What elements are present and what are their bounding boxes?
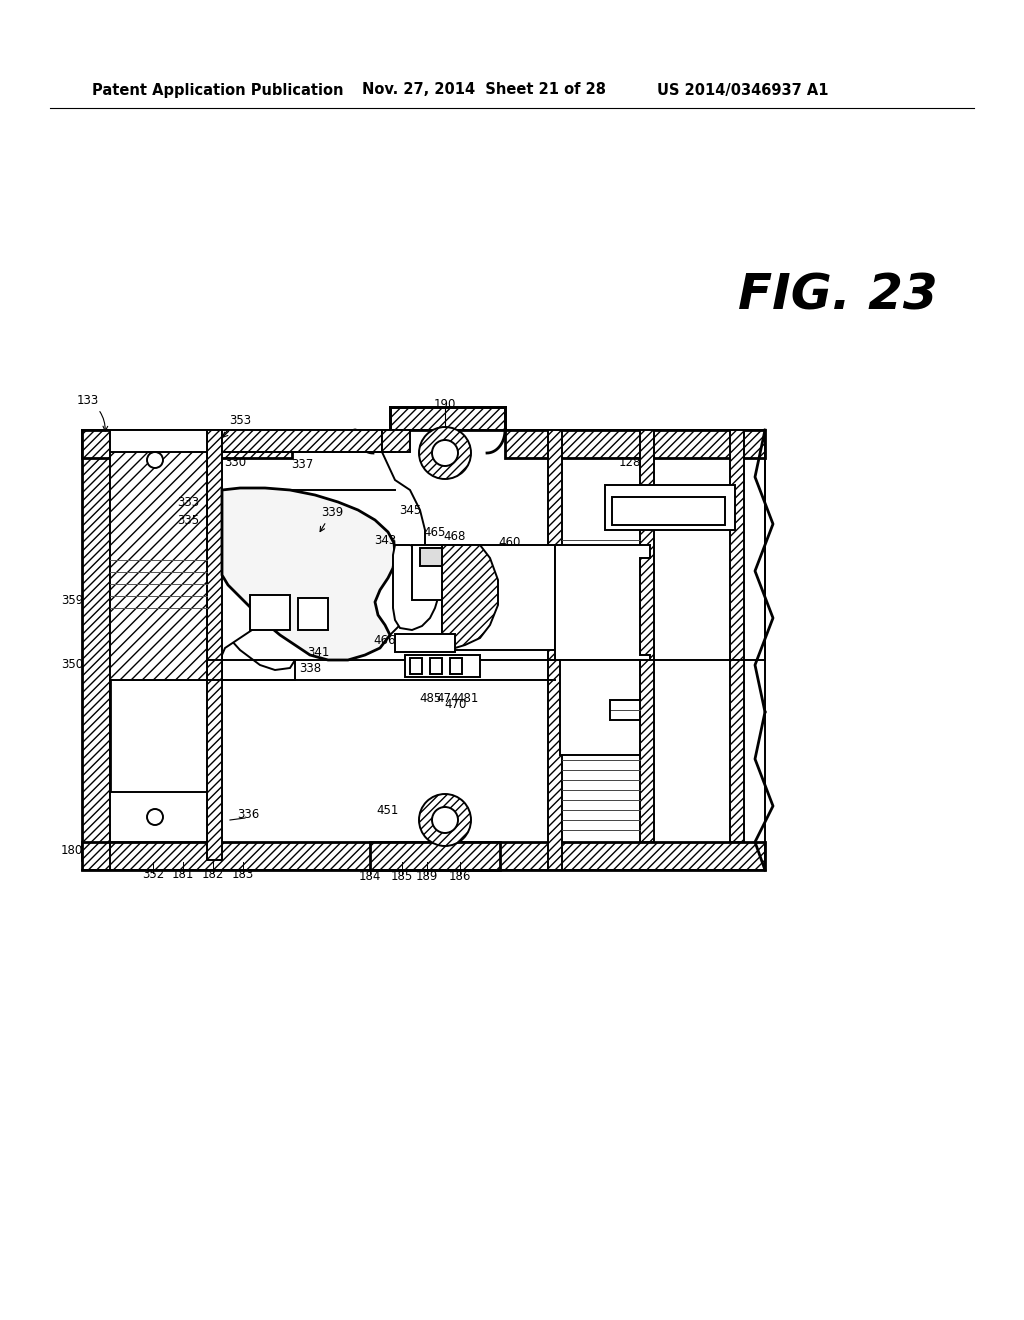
Polygon shape <box>222 488 395 660</box>
Bar <box>82 430 292 458</box>
Bar <box>730 660 744 842</box>
Bar <box>548 430 562 660</box>
Bar <box>250 595 290 630</box>
Polygon shape <box>110 490 295 680</box>
Text: 190: 190 <box>434 399 456 412</box>
Text: 345: 345 <box>399 503 421 516</box>
Text: 481: 481 <box>457 692 479 705</box>
Polygon shape <box>442 545 555 649</box>
Circle shape <box>419 426 471 479</box>
Bar <box>548 660 562 870</box>
Bar <box>395 634 455 652</box>
Bar <box>410 657 422 675</box>
Circle shape <box>432 807 458 833</box>
Text: 338: 338 <box>299 661 322 675</box>
Text: 339: 339 <box>321 506 343 532</box>
Polygon shape <box>555 545 650 660</box>
Text: 466: 466 <box>374 634 396 647</box>
Text: 468: 468 <box>443 531 466 544</box>
Text: 350: 350 <box>61 659 83 672</box>
Polygon shape <box>110 451 207 680</box>
Text: 485: 485 <box>419 692 441 705</box>
Bar <box>430 657 442 675</box>
Bar <box>605 484 735 531</box>
Text: 184: 184 <box>358 870 381 883</box>
Text: 451: 451 <box>377 804 399 817</box>
Text: 353: 353 <box>223 413 251 437</box>
Text: FIG. 23: FIG. 23 <box>738 271 938 319</box>
Bar <box>82 842 765 870</box>
Text: 359: 359 <box>60 594 83 606</box>
Text: 341: 341 <box>307 647 329 660</box>
Bar <box>382 430 410 451</box>
Text: Patent Application Publication: Patent Application Publication <box>92 82 343 98</box>
Bar <box>612 498 725 525</box>
Bar <box>370 842 500 870</box>
Text: 182: 182 <box>202 869 224 882</box>
Bar <box>110 792 207 842</box>
Text: 336: 336 <box>237 808 259 821</box>
Bar <box>640 660 654 842</box>
Circle shape <box>147 809 163 825</box>
Bar <box>505 430 765 458</box>
Text: Nov. 27, 2014  Sheet 21 of 28: Nov. 27, 2014 Sheet 21 of 28 <box>362 82 606 98</box>
Circle shape <box>432 440 458 466</box>
Polygon shape <box>110 451 425 680</box>
Text: 460: 460 <box>499 536 521 549</box>
Circle shape <box>147 451 163 469</box>
Text: 465: 465 <box>424 525 446 539</box>
Bar <box>406 655 480 677</box>
Bar <box>82 430 110 861</box>
Bar <box>640 430 654 660</box>
Text: 333: 333 <box>177 496 199 510</box>
Text: US 2014/0346937 A1: US 2014/0346937 A1 <box>657 82 828 98</box>
Circle shape <box>419 795 471 846</box>
Text: 470: 470 <box>444 698 467 711</box>
Text: 335: 335 <box>177 513 199 527</box>
Polygon shape <box>560 660 640 755</box>
Bar <box>110 430 207 490</box>
Polygon shape <box>393 545 440 630</box>
Bar <box>207 430 222 861</box>
Text: 128: 128 <box>618 455 641 469</box>
Text: 181: 181 <box>172 869 195 882</box>
Bar <box>450 657 462 675</box>
Bar <box>420 548 442 566</box>
Text: 189: 189 <box>416 870 438 883</box>
Text: 343: 343 <box>374 533 396 546</box>
Bar <box>390 407 505 430</box>
Bar <box>222 430 382 451</box>
Bar <box>298 598 328 630</box>
Text: 133: 133 <box>77 393 108 432</box>
Bar <box>412 545 442 601</box>
Text: 185: 185 <box>391 870 413 883</box>
Bar <box>730 430 744 660</box>
Text: 352: 352 <box>142 869 164 882</box>
Text: 180: 180 <box>60 843 83 857</box>
Bar <box>560 430 765 660</box>
Text: 186: 186 <box>449 870 471 883</box>
Text: 337: 337 <box>291 458 313 471</box>
Polygon shape <box>442 545 498 648</box>
Text: 330: 330 <box>224 455 246 469</box>
Text: 474: 474 <box>437 692 459 705</box>
Text: 183: 183 <box>231 869 254 882</box>
